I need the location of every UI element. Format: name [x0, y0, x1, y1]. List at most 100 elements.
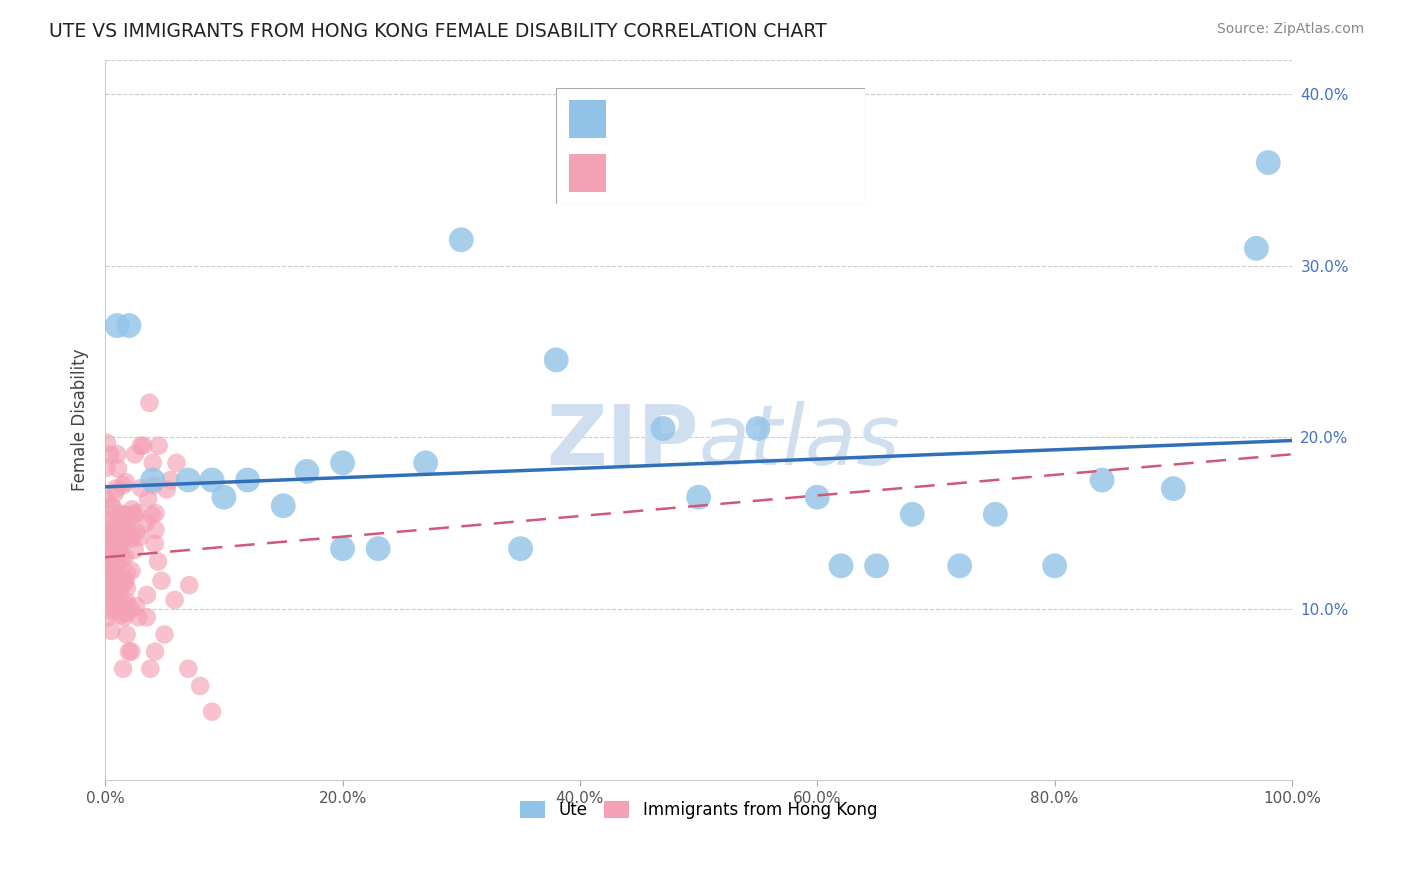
Point	[128, 530, 150, 544]
Point	[103, 556, 125, 570]
Point	[104, 563, 127, 577]
Point	[103, 545, 125, 559]
Point	[142, 456, 165, 470]
Point	[111, 576, 134, 591]
Point	[153, 627, 176, 641]
Point	[201, 473, 224, 487]
Point	[96, 529, 118, 543]
Point	[830, 558, 852, 573]
Point	[509, 541, 531, 556]
Point	[103, 601, 125, 615]
Point	[111, 662, 134, 676]
Point	[114, 531, 136, 545]
Point	[96, 591, 118, 606]
Point	[132, 439, 155, 453]
Point	[546, 352, 568, 367]
Point	[114, 508, 136, 523]
Point	[141, 508, 163, 523]
Point	[107, 557, 129, 571]
Point	[156, 483, 179, 497]
Point	[104, 524, 127, 539]
Point	[121, 532, 143, 546]
Point	[148, 439, 170, 453]
Point	[111, 521, 134, 535]
Point	[96, 460, 118, 475]
Point	[806, 490, 828, 504]
Point	[96, 436, 118, 450]
Point	[135, 588, 157, 602]
Point	[101, 549, 124, 563]
Point	[332, 541, 354, 556]
Point	[177, 473, 200, 487]
Point	[96, 516, 118, 531]
Point	[865, 558, 887, 573]
Point	[96, 576, 118, 591]
Y-axis label: Female Disability: Female Disability	[72, 349, 89, 491]
Point	[111, 551, 134, 566]
Point	[108, 509, 131, 524]
Point	[332, 456, 354, 470]
Point	[125, 506, 148, 520]
Point	[96, 563, 118, 577]
Point	[135, 610, 157, 624]
Point	[112, 527, 135, 541]
Point	[100, 624, 122, 638]
Point	[145, 506, 167, 520]
Point	[110, 537, 132, 551]
Point	[107, 461, 129, 475]
Point	[103, 539, 125, 553]
Point	[984, 508, 1007, 522]
Point	[143, 536, 166, 550]
Point	[101, 500, 124, 514]
Point	[117, 515, 139, 529]
Point	[98, 448, 121, 462]
Point	[115, 566, 138, 580]
Text: ZIP: ZIP	[546, 401, 699, 482]
Point	[96, 533, 118, 548]
Point	[107, 524, 129, 539]
Point	[115, 627, 138, 641]
Point	[112, 610, 135, 624]
Point	[949, 558, 972, 573]
Point	[108, 543, 131, 558]
Point	[96, 529, 118, 543]
Point	[104, 482, 127, 496]
Point	[115, 606, 138, 620]
Point	[124, 542, 146, 557]
Point	[112, 508, 135, 522]
Point	[108, 584, 131, 599]
Point	[111, 508, 134, 523]
Point	[96, 556, 118, 570]
Text: Source: ZipAtlas.com: Source: ZipAtlas.com	[1216, 22, 1364, 37]
Point	[1246, 241, 1268, 255]
Point	[96, 610, 118, 624]
Point	[121, 502, 143, 516]
Point	[122, 508, 145, 522]
Point	[118, 508, 141, 522]
Point	[127, 610, 149, 624]
Point	[145, 523, 167, 537]
Point	[100, 587, 122, 601]
Point	[96, 492, 118, 507]
Point	[101, 565, 124, 579]
Point	[125, 524, 148, 539]
Point	[100, 531, 122, 545]
Point	[112, 510, 135, 524]
Point	[1163, 482, 1185, 496]
Point	[114, 572, 136, 586]
Point	[101, 532, 124, 546]
Point	[104, 576, 127, 591]
Point	[105, 447, 128, 461]
Point	[103, 521, 125, 535]
Point	[96, 529, 118, 543]
Point	[98, 575, 121, 590]
Point	[120, 644, 142, 658]
Point	[111, 519, 134, 533]
Point	[652, 421, 675, 435]
Point	[115, 599, 138, 613]
Point	[415, 456, 437, 470]
Point	[129, 481, 152, 495]
Point	[143, 644, 166, 658]
Point	[97, 541, 120, 556]
Point	[236, 473, 259, 487]
